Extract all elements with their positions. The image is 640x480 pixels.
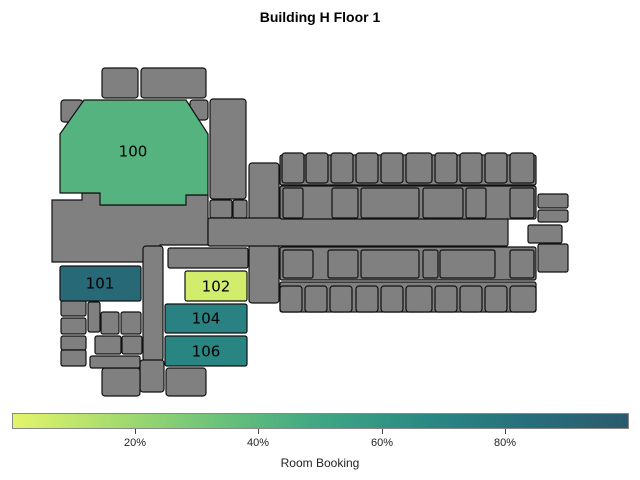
room-101[interactable] bbox=[59, 265, 142, 302]
floor-plan: 100 101 102 104 106 bbox=[51, 67, 569, 397]
colorbar-tick-60: 60% bbox=[370, 437, 394, 449]
room-100[interactable] bbox=[59, 99, 209, 206]
colorbar bbox=[12, 413, 629, 429]
colorbar-tick-mark-80 bbox=[505, 429, 506, 434]
room-106[interactable] bbox=[164, 335, 248, 367]
room-104-label: 104 bbox=[192, 310, 221, 328]
room-101-label: 101 bbox=[86, 275, 115, 293]
colorbar-tick-mark-40 bbox=[258, 429, 259, 434]
room-106-label: 106 bbox=[192, 343, 221, 361]
colorbar-tick-20: 20% bbox=[123, 437, 147, 449]
room-102-label: 102 bbox=[202, 278, 231, 296]
colorbar-label: Room Booking bbox=[280, 456, 360, 470]
room-102[interactable] bbox=[184, 270, 248, 302]
room-104[interactable] bbox=[164, 303, 248, 334]
colorbar-tick-mark-60 bbox=[382, 429, 383, 434]
colorbar-tick-80: 80% bbox=[493, 437, 517, 449]
room-100-label: 100 bbox=[119, 143, 148, 161]
map-title: Building H Floor 1 bbox=[259, 9, 381, 25]
colorbar-tick-mark-20 bbox=[135, 429, 136, 434]
colorbar-tick-40: 40% bbox=[246, 437, 270, 449]
other-spaces bbox=[51, 67, 569, 397]
booked-rooms: 100 101 102 104 106 bbox=[59, 99, 248, 367]
